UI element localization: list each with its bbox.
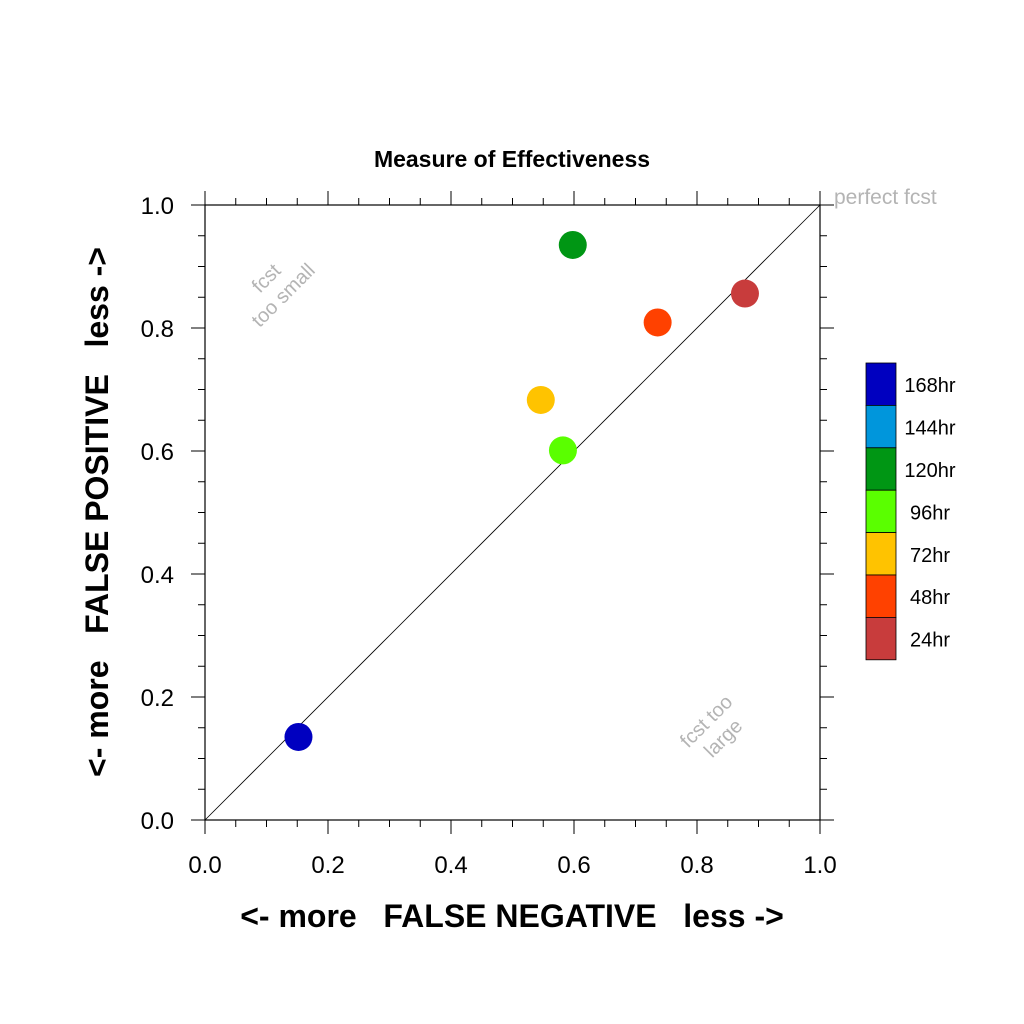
- legend-swatch-120hr: [865, 447, 897, 491]
- y-tick-label: 0.6: [141, 439, 174, 466]
- legend-label-24hr: 24hr: [910, 630, 950, 652]
- x-tick-label: 0.0: [188, 852, 221, 879]
- x-tick-label: 0.4: [434, 852, 467, 879]
- perfect-forecast-line: [204, 204, 821, 821]
- data-point-72hr: [526, 385, 555, 414]
- perfect-forecast-annotation: perfect fcst: [834, 186, 937, 209]
- y-tick-labels: 0.0 0.2 0.4 0.6 0.8 1.0: [141, 193, 174, 835]
- legend-swatch-144hr: [865, 404, 897, 449]
- legend: 168hr 144hr 120hr 96hr 72hr 48hr 24hr: [865, 362, 956, 661]
- data-point-120hr: [558, 230, 587, 259]
- data-points: [284, 230, 759, 751]
- y-tick-label: 0.0: [141, 808, 174, 835]
- legend-label-120hr: 120hr: [904, 460, 955, 482]
- data-point-168hr: [284, 722, 313, 751]
- y-axis-title: <- more FALSE POSITIVE less ->: [79, 247, 115, 777]
- axis-ticks: [191, 191, 834, 834]
- data-point-48hr: [643, 308, 672, 337]
- legend-swatch-48hr: [865, 574, 897, 618]
- x-tick-label: 0.8: [680, 852, 713, 879]
- legend-swatch-24hr: [865, 617, 897, 661]
- y-tick-label: 0.2: [141, 685, 174, 712]
- legend-swatch-96hr: [865, 489, 897, 534]
- data-point-96hr: [548, 436, 577, 465]
- x-tick-labels: 0.0 0.2 0.4 0.6 0.8 1.0: [188, 852, 836, 879]
- chart-title: Measure of Effectiveness: [374, 146, 650, 172]
- y-tick-label: 0.4: [141, 562, 174, 589]
- y-tick-label: 0.8: [141, 316, 174, 343]
- legend-swatch-72hr: [865, 532, 897, 576]
- legend-label-48hr: 48hr: [910, 587, 950, 609]
- x-tick-label: 0.2: [311, 852, 344, 879]
- legend-label-72hr: 72hr: [910, 545, 950, 567]
- x-tick-label: 1.0: [803, 852, 836, 879]
- y-tick-label: 1.0: [141, 193, 174, 220]
- legend-label-144hr: 144hr: [904, 418, 955, 440]
- legend-label-168hr: 168hr: [904, 375, 955, 397]
- legend-label-96hr: 96hr: [910, 502, 950, 524]
- data-point-24hr: [730, 279, 759, 308]
- x-tick-label: 0.6: [557, 852, 590, 879]
- legend-swatch-168hr: [865, 362, 897, 406]
- x-axis-title: <- more FALSE NEGATIVE less ->: [240, 898, 784, 934]
